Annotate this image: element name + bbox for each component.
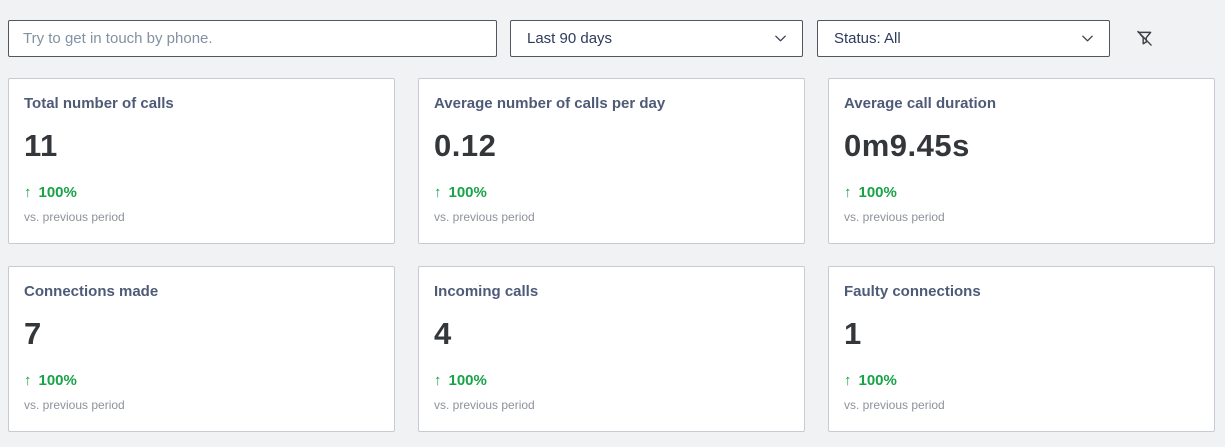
stat-card-faulty-connections: Faulty connections 1 ↑ 100% vs. previous… <box>828 266 1215 432</box>
stat-title: Average number of calls per day <box>434 95 666 112</box>
stat-caption: vs. previous period <box>844 398 945 412</box>
stat-caption: vs. previous period <box>24 210 125 224</box>
stat-value: 0m9.45s <box>844 128 970 163</box>
stat-value: 0.12 <box>434 128 497 163</box>
trend-percent: 100% <box>448 184 487 201</box>
stat-value: 1 <box>844 316 862 351</box>
stat-card-connections-made: Connections made 7 ↑ 100% vs. previous p… <box>8 266 395 432</box>
status-value: Status: All <box>834 30 901 47</box>
status-select[interactable]: Status: All <box>817 20 1110 57</box>
stat-trend: ↑ 100% <box>434 185 788 201</box>
stat-title: Faulty connections <box>844 283 981 300</box>
stat-trend: ↑ 100% <box>24 185 378 201</box>
filter-off-icon <box>1134 28 1155 49</box>
trend-up-arrow-icon: ↑ <box>434 184 442 201</box>
stat-trend: ↑ 100% <box>434 373 788 389</box>
stat-caption: vs. previous period <box>24 398 125 412</box>
trend-up-arrow-icon: ↑ <box>844 184 852 201</box>
stat-title: Connections made <box>24 283 159 300</box>
search-input[interactable] <box>8 20 497 57</box>
stat-trend: ↑ 100% <box>844 373 1198 389</box>
stat-title: Total number of calls <box>24 95 174 112</box>
stat-value: 4 <box>434 316 452 351</box>
trend-up-arrow-icon: ↑ <box>434 372 442 389</box>
stat-card-avg-call-duration: Average call duration 0m9.45s ↑ 100% vs.… <box>828 78 1215 244</box>
chevron-down-icon <box>1079 31 1095 47</box>
stat-card-avg-calls-per-day: Average number of calls per day 0.12 ↑ 1… <box>418 78 805 244</box>
trend-percent: 100% <box>448 372 487 389</box>
trend-percent: 100% <box>858 184 897 201</box>
filter-bar: Last 90 days Status: All <box>8 20 1215 57</box>
stat-caption: vs. previous period <box>434 210 535 224</box>
stat-trend: ↑ 100% <box>24 373 378 389</box>
stat-value: 11 <box>24 128 58 163</box>
stats-grid: Total number of calls 11 ↑ 100% vs. prev… <box>8 78 1215 432</box>
stat-title: Average call duration <box>844 95 996 112</box>
trend-percent: 100% <box>38 184 77 201</box>
stat-card-incoming-calls: Incoming calls 4 ↑ 100% vs. previous per… <box>418 266 805 432</box>
stat-trend: ↑ 100% <box>844 185 1198 201</box>
date-range-value: Last 90 days <box>527 30 613 47</box>
stat-title: Incoming calls <box>434 283 539 300</box>
trend-percent: 100% <box>858 372 897 389</box>
chevron-down-icon <box>772 31 788 47</box>
trend-up-arrow-icon: ↑ <box>24 184 32 201</box>
trend-percent: 100% <box>38 372 77 389</box>
stat-caption: vs. previous period <box>844 210 945 224</box>
stat-value: 7 <box>24 316 42 351</box>
stat-caption: vs. previous period <box>434 398 535 412</box>
trend-up-arrow-icon: ↑ <box>844 372 852 389</box>
date-range-select[interactable]: Last 90 days <box>510 20 803 57</box>
trend-up-arrow-icon: ↑ <box>24 372 32 389</box>
clear-filters-button[interactable] <box>1128 23 1160 55</box>
stat-card-total-calls: Total number of calls 11 ↑ 100% vs. prev… <box>8 78 395 244</box>
